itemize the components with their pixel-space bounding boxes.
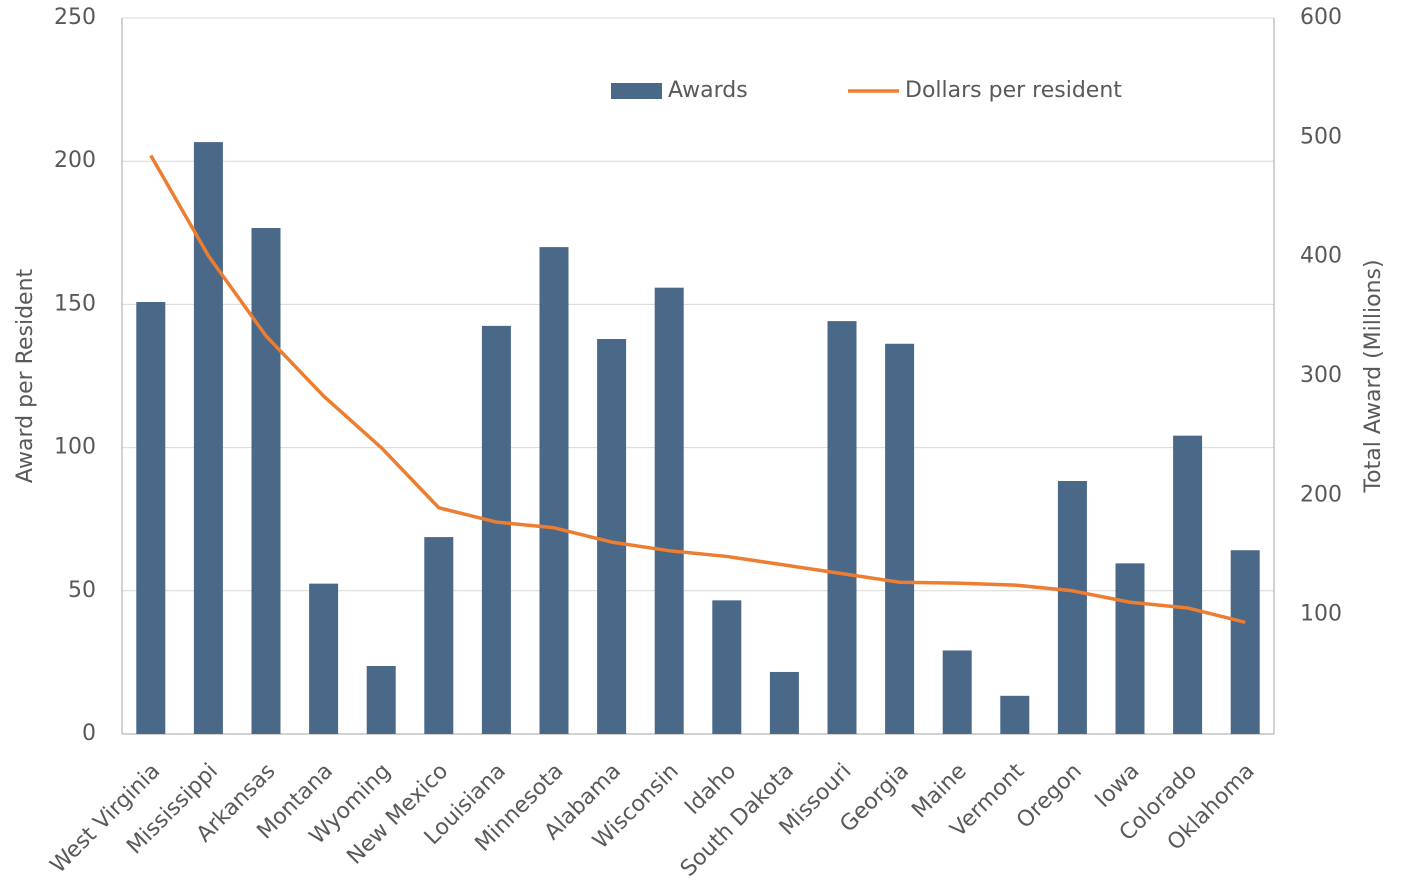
bar xyxy=(1173,435,1203,734)
bar xyxy=(251,228,281,734)
legend-swatch xyxy=(611,83,662,99)
y-tick-label: 50 xyxy=(68,578,96,603)
y-tick-label: 250 xyxy=(54,5,96,30)
y2-axis-title: Total Award (Millions) xyxy=(1361,259,1386,493)
line xyxy=(149,154,1246,625)
y-tick-label: 150 xyxy=(54,291,96,316)
y-tick-label: 0 xyxy=(82,721,96,746)
y2-tick-label: 400 xyxy=(1300,244,1342,269)
bar xyxy=(309,583,339,734)
bar xyxy=(769,671,799,734)
y-tick-label: 200 xyxy=(54,148,96,173)
bar xyxy=(1057,481,1087,734)
bar xyxy=(885,343,915,734)
y2-tick-label: 300 xyxy=(1300,363,1342,388)
legend-label: Dollars per resident xyxy=(905,78,1122,103)
bar xyxy=(1115,563,1145,734)
bar xyxy=(654,287,684,734)
y-tick-label: 100 xyxy=(54,435,96,460)
y-axis-title: Award per Resident xyxy=(13,268,38,483)
x-tick-label: Oregon xyxy=(1012,759,1087,834)
bar xyxy=(1000,695,1030,734)
bar xyxy=(597,339,627,734)
y2-tick-label: 500 xyxy=(1300,124,1342,149)
y2-tick-label: 200 xyxy=(1300,482,1342,507)
bar xyxy=(712,600,742,734)
bar xyxy=(942,650,972,734)
bar xyxy=(539,247,569,734)
bar xyxy=(827,321,857,734)
bar xyxy=(481,325,511,734)
y2-tick-label: 600 xyxy=(1300,5,1342,30)
bar xyxy=(424,537,454,734)
bar xyxy=(193,142,223,734)
bar xyxy=(136,302,166,734)
legend-label: Awards xyxy=(668,78,748,103)
bar xyxy=(1230,550,1260,734)
y2-tick-label: 100 xyxy=(1300,602,1342,627)
x-tick-label: Iowa xyxy=(1090,759,1144,813)
bar xyxy=(366,665,396,734)
